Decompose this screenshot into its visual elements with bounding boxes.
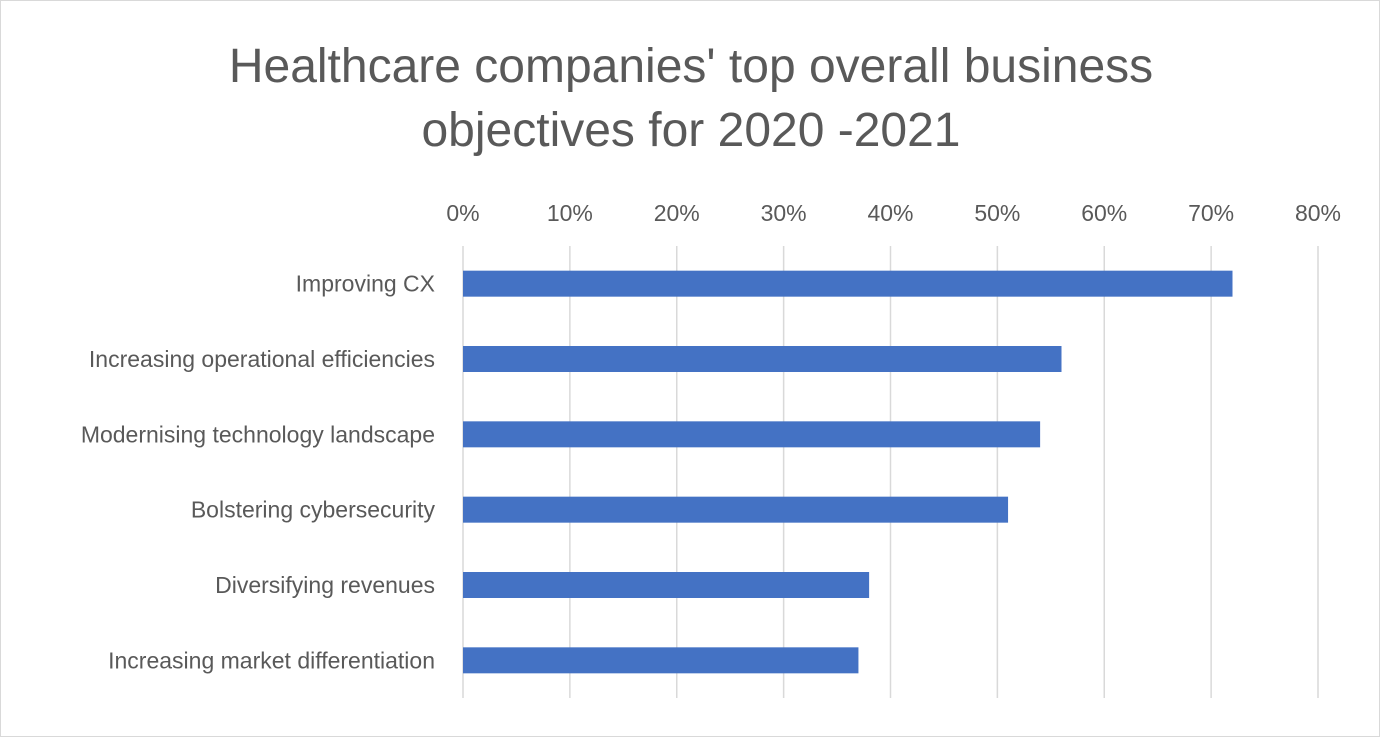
category-label-1: Increasing operational efficiencies <box>89 346 435 372</box>
x-tick-label-7: 70% <box>1188 200 1234 226</box>
x-tick-label-6: 60% <box>1081 200 1127 226</box>
x-tick-label-4: 40% <box>867 200 913 226</box>
category-labels: Improving CX Increasing operational effic… <box>81 271 436 674</box>
x-axis-ticks: 0% 10% 20% 30% 40% 50% 60% 70% 80% <box>446 200 1341 226</box>
bar-3 <box>463 496 1009 523</box>
x-tick-label-0: 0% <box>446 200 479 226</box>
x-tick-label-8: 80% <box>1295 200 1341 226</box>
x-tick-label-5: 50% <box>974 200 1020 226</box>
bar-0 <box>463 270 1233 297</box>
bar-1 <box>463 346 1062 372</box>
chart-title-line-2: objectives for 2020 -2021 <box>421 104 961 157</box>
gridlines <box>462 246 1319 698</box>
chart-title: Healthcare companies' top overall busine… <box>1 35 1380 163</box>
category-label-3: Bolstering cybersecurity <box>191 497 436 523</box>
category-label-2: Modernising technology landscape <box>81 421 435 447</box>
bar-4 <box>463 572 870 598</box>
x-tick-label-1: 10% <box>547 200 593 226</box>
chart-title-line-1: Healthcare companies' top overall busine… <box>228 40 1154 93</box>
category-label-4: Diversifying revenues <box>215 572 435 598</box>
category-label-0: Improving CX <box>296 271 435 297</box>
bars <box>463 270 1233 674</box>
category-label-5: Increasing market differentiation <box>108 647 435 673</box>
x-tick-label-3: 30% <box>761 200 807 226</box>
bar-5 <box>463 647 859 674</box>
x-tick-label-2: 20% <box>654 200 700 226</box>
bar-2 <box>463 421 1041 448</box>
